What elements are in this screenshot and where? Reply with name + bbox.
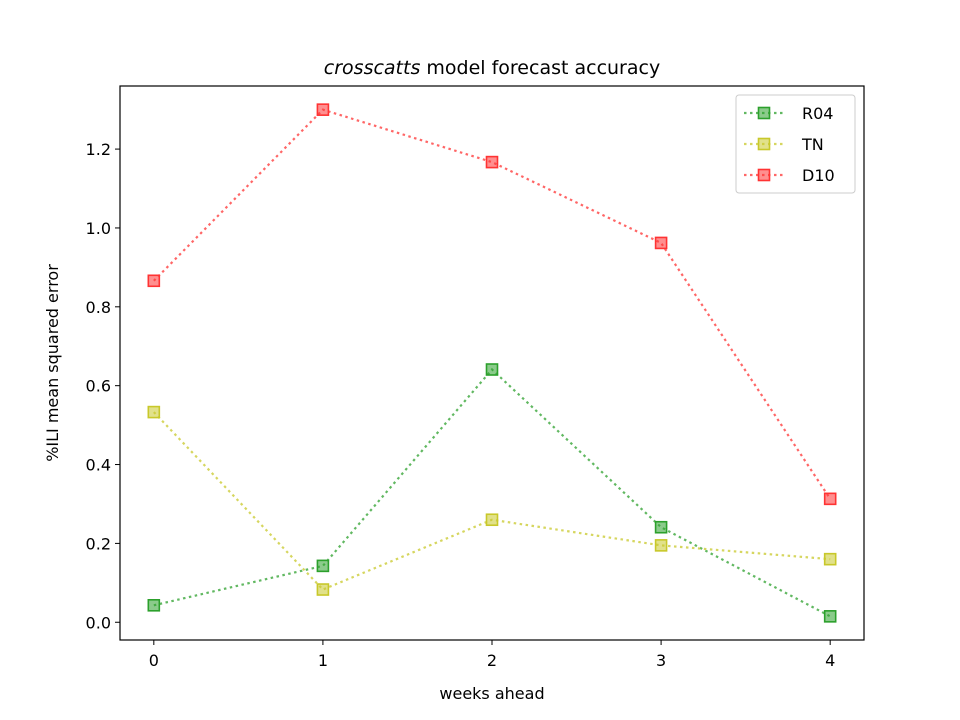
data-point [485,363,499,376]
data-point [485,155,499,169]
legend-entry: TN [744,135,824,154]
x-axis-label: weeks ahead [439,684,544,703]
data-point [316,103,330,116]
legend-entry: D10 [744,166,835,185]
data-point [485,513,499,527]
series-r04 [147,363,837,623]
series-tn [147,405,837,596]
data-point [147,405,161,419]
legend-marker [757,106,771,120]
x-tick-label: 3 [656,651,666,670]
data-point [147,599,161,612]
series-d10 [147,103,837,506]
y-tick-label: 1.0 [86,219,111,238]
legend: R04 TN D10 [735,94,856,194]
y-tick-label: 0.0 [86,613,111,632]
legend-marker [757,168,771,182]
data-point [654,520,668,534]
x-tick-label: 2 [487,651,497,670]
chart-title-rest: model forecast accuracy [420,57,660,79]
chart-title-italic: crosscatts [324,57,421,79]
legend-label: TN [801,135,824,154]
y-tick-label: 0.6 [86,377,111,396]
data-point [823,492,837,506]
data-point [654,236,668,250]
series-line [153,367,831,618]
y-tick-label: 0.2 [86,534,111,553]
legend-box [735,94,856,194]
y-axis-label: %ILI mean squared error [43,264,62,462]
series-layer [147,103,837,623]
x-tick-label: 1 [318,651,328,670]
data-point [316,583,330,596]
y-tick-label: 0.4 [86,456,111,475]
legend-entry: R04 [744,104,833,123]
data-point [823,552,837,566]
x-axis: 0 1 2 3 4 [149,640,835,670]
data-point [316,559,330,573]
y-tick-label: 0.8 [86,298,111,317]
legend-label: D10 [802,166,835,185]
data-point [823,610,837,623]
legend-label: R04 [802,104,833,123]
x-tick-label: 4 [825,651,835,670]
data-point [147,274,161,288]
chart-title: crosscatts model forecast accuracy [324,57,660,79]
y-tick-label: 1.2 [86,140,111,159]
legend-marker [757,137,771,151]
x-tick-label: 0 [149,651,159,670]
y-axis: 0.0 0.2 0.4 0.6 0.8 1.0 1.2 [86,140,120,632]
data-point [654,539,668,552]
